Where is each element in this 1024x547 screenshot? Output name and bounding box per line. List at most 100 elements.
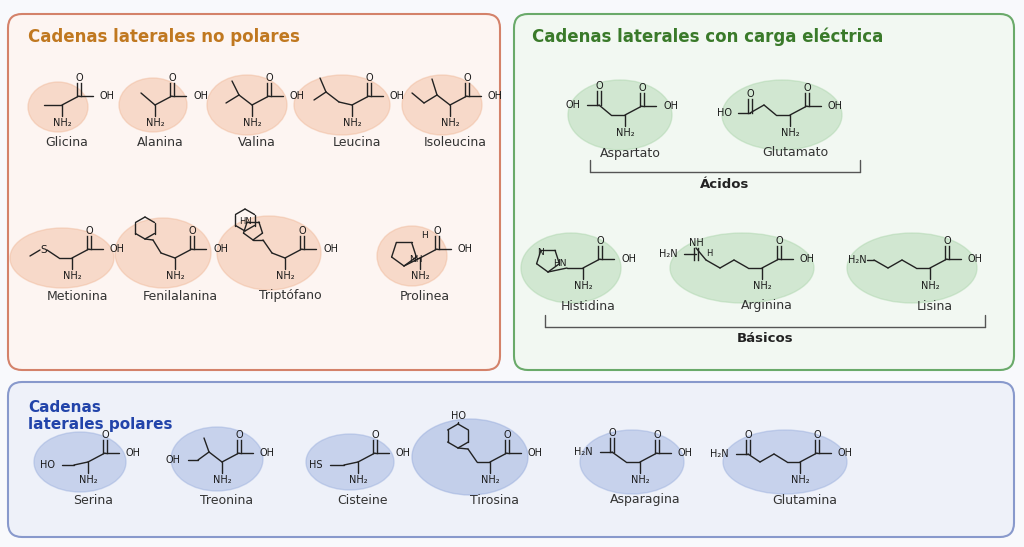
Text: Cadenas laterales no polares: Cadenas laterales no polares — [28, 28, 300, 46]
Text: OH: OH — [458, 244, 473, 254]
Text: NH₂: NH₂ — [615, 128, 634, 138]
Text: O: O — [503, 430, 511, 440]
Text: HO: HO — [40, 460, 55, 470]
Text: O: O — [85, 226, 93, 236]
Text: O: O — [265, 73, 272, 83]
Text: H₂N: H₂N — [659, 249, 678, 259]
Text: O: O — [746, 89, 754, 99]
Text: OH: OH — [213, 244, 228, 254]
Text: NH₂: NH₂ — [52, 118, 72, 128]
Text: Valina: Valina — [238, 137, 275, 149]
Text: NH₂: NH₂ — [753, 281, 771, 291]
Ellipse shape — [115, 218, 211, 288]
Text: NH₂: NH₂ — [791, 475, 809, 485]
Text: O: O — [943, 236, 951, 246]
Text: NH₂: NH₂ — [631, 475, 649, 485]
Text: O: O — [744, 430, 752, 440]
Text: H₂N: H₂N — [574, 447, 593, 457]
Text: N: N — [538, 248, 545, 257]
Text: Glutamina: Glutamina — [772, 493, 838, 507]
FancyBboxPatch shape — [8, 382, 1014, 537]
FancyBboxPatch shape — [8, 14, 500, 370]
Text: Lisina: Lisina — [916, 300, 953, 312]
Ellipse shape — [847, 233, 977, 303]
Text: Glicina: Glicina — [45, 137, 88, 149]
Text: O: O — [596, 236, 604, 246]
Text: H₂N: H₂N — [848, 255, 867, 265]
Text: Asparagina: Asparagina — [609, 493, 680, 507]
Ellipse shape — [306, 434, 394, 490]
Text: O: O — [366, 73, 373, 83]
Text: O: O — [371, 430, 379, 440]
Text: O: O — [168, 73, 176, 83]
Text: OH: OH — [193, 91, 208, 101]
Ellipse shape — [580, 430, 684, 494]
Text: Prolinea: Prolinea — [400, 289, 451, 302]
Text: NH₂: NH₂ — [573, 281, 592, 291]
Text: Serina: Serina — [73, 493, 113, 507]
Text: H: H — [706, 249, 712, 259]
Text: HN: HN — [553, 259, 566, 268]
Text: NH₂: NH₂ — [62, 271, 81, 281]
Text: Metionina: Metionina — [46, 289, 108, 302]
Text: O: O — [775, 236, 782, 246]
Text: H: H — [421, 231, 427, 241]
Text: NH: NH — [688, 238, 703, 248]
Text: HO: HO — [717, 108, 732, 118]
Text: OH: OH — [396, 448, 411, 458]
Text: NH₂: NH₂ — [343, 118, 361, 128]
Text: Cisteine: Cisteine — [338, 493, 388, 507]
Text: NH₂: NH₂ — [780, 128, 800, 138]
Ellipse shape — [412, 419, 528, 495]
Text: O: O — [75, 73, 83, 83]
Text: OH: OH — [323, 244, 338, 254]
Text: NH₂: NH₂ — [145, 118, 164, 128]
Text: OH: OH — [528, 448, 543, 458]
Text: NH: NH — [410, 254, 423, 264]
Ellipse shape — [568, 80, 672, 150]
Text: O: O — [638, 83, 646, 93]
Ellipse shape — [28, 82, 88, 132]
Text: OH: OH — [800, 254, 815, 264]
Text: O: O — [101, 430, 109, 440]
Text: Básicos: Básicos — [736, 333, 794, 346]
Text: O: O — [433, 226, 440, 236]
Text: NH₂: NH₂ — [243, 118, 261, 128]
Text: HO: HO — [451, 411, 466, 421]
Ellipse shape — [34, 432, 126, 492]
FancyBboxPatch shape — [514, 14, 1014, 370]
Text: O: O — [608, 428, 615, 438]
Text: NH₂: NH₂ — [79, 475, 97, 485]
Ellipse shape — [722, 80, 842, 150]
Text: OH: OH — [678, 448, 693, 458]
Text: O: O — [463, 73, 471, 83]
Ellipse shape — [377, 226, 447, 286]
Text: OH: OH — [126, 448, 141, 458]
Ellipse shape — [723, 430, 847, 494]
Text: Treonina: Treonina — [201, 493, 254, 507]
Text: OH: OH — [828, 101, 843, 111]
Text: Cadenas laterales con carga eléctrica: Cadenas laterales con carga eléctrica — [532, 28, 884, 46]
Text: Fenilalanina: Fenilalanina — [142, 289, 217, 302]
Text: OH: OH — [968, 254, 983, 264]
Text: O: O — [653, 430, 660, 440]
Text: NH₂: NH₂ — [166, 271, 184, 281]
Text: OH: OH — [110, 244, 125, 254]
Ellipse shape — [670, 233, 814, 303]
Text: NH₂: NH₂ — [921, 281, 939, 291]
Ellipse shape — [207, 75, 287, 135]
Text: Ácidos: Ácidos — [700, 177, 750, 190]
Text: O: O — [803, 83, 811, 93]
Text: Glutamato: Glutamato — [762, 147, 828, 160]
Text: O: O — [188, 226, 196, 236]
Text: OH: OH — [100, 91, 115, 101]
Text: NH₂: NH₂ — [213, 475, 231, 485]
Text: OH: OH — [838, 448, 853, 458]
Text: O: O — [813, 430, 821, 440]
Text: Cadenas
laterales polares: Cadenas laterales polares — [28, 400, 172, 432]
Ellipse shape — [10, 228, 114, 288]
Text: OH: OH — [663, 101, 678, 111]
Ellipse shape — [294, 75, 390, 135]
Text: Isoleucina: Isoleucina — [424, 137, 486, 149]
Text: NH₂: NH₂ — [440, 118, 460, 128]
